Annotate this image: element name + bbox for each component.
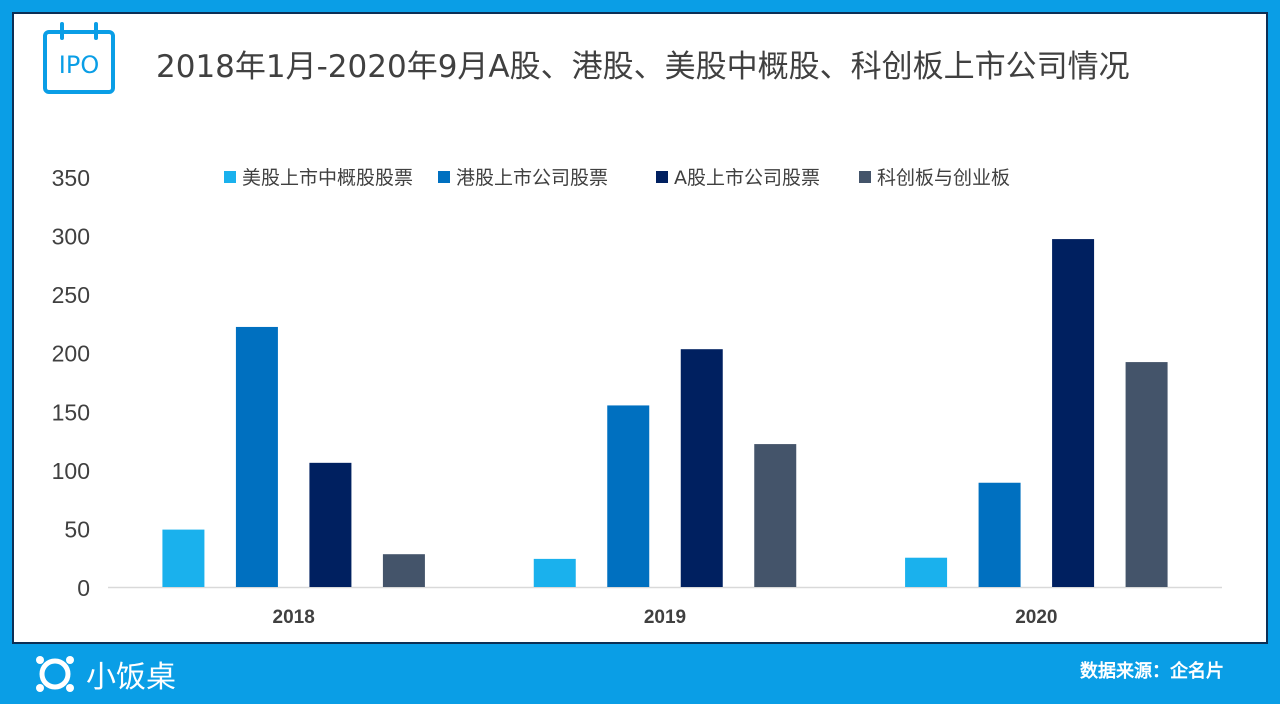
bar-2018-series-1 [235,326,278,587]
bar-2019-series-2 [680,349,723,587]
bar-2020-series-1 [978,482,1021,587]
y-tick-label: 300 [52,224,90,250]
legend-label-1: 港股上市公司股票 [456,167,608,189]
y-tick-label: 350 [52,165,90,191]
y-tick-label: 100 [52,458,90,484]
logo-text: 小饭桌 [86,660,176,695]
logo-icon [36,656,74,692]
legend-swatch-2 [656,171,668,183]
legend-label-2: A股上市公司股票 [674,167,820,189]
bar-2020-series-0 [905,557,948,587]
legend-swatch-0 [224,171,236,183]
legend-label-3: 科创板与创业板 [877,167,1010,189]
legend-swatch-3 [859,171,871,183]
legend-swatch-1 [438,171,450,183]
ipo-icon-label: IPO [59,51,99,79]
ipo-calendar-icon: IPO [43,22,115,94]
bar-2020-series-3 [1125,362,1168,587]
bar-2018-series-3 [382,554,425,587]
bar-2019-series-3 [754,444,797,587]
x-tick-label: 2018 [273,607,315,628]
bar-2020-series-2 [1052,239,1095,588]
y-tick-label: 50 [64,516,90,542]
x-tick-label: 2020 [1015,607,1057,628]
bar-2019-series-0 [533,558,576,587]
brand-logo: 小饭桌 [32,652,176,696]
page-title: 2018年1月-2020年9月A股、港股、美股中概股、科创板上市公司情况 [156,49,1130,85]
data-source: 数据来源：企名片 [1080,661,1224,682]
bar-2018-series-0 [162,529,205,587]
x-tick-label: 2019 [644,607,686,628]
bar-2018-series-2 [309,462,352,587]
bar-2019-series-1 [607,405,650,587]
y-tick-label: 150 [52,399,90,425]
y-tick-label: 200 [52,341,90,367]
y-tick-label: 0 [77,575,90,601]
legend-label-0: 美股上市中概股股票 [242,167,413,189]
y-tick-label: 250 [52,282,90,308]
